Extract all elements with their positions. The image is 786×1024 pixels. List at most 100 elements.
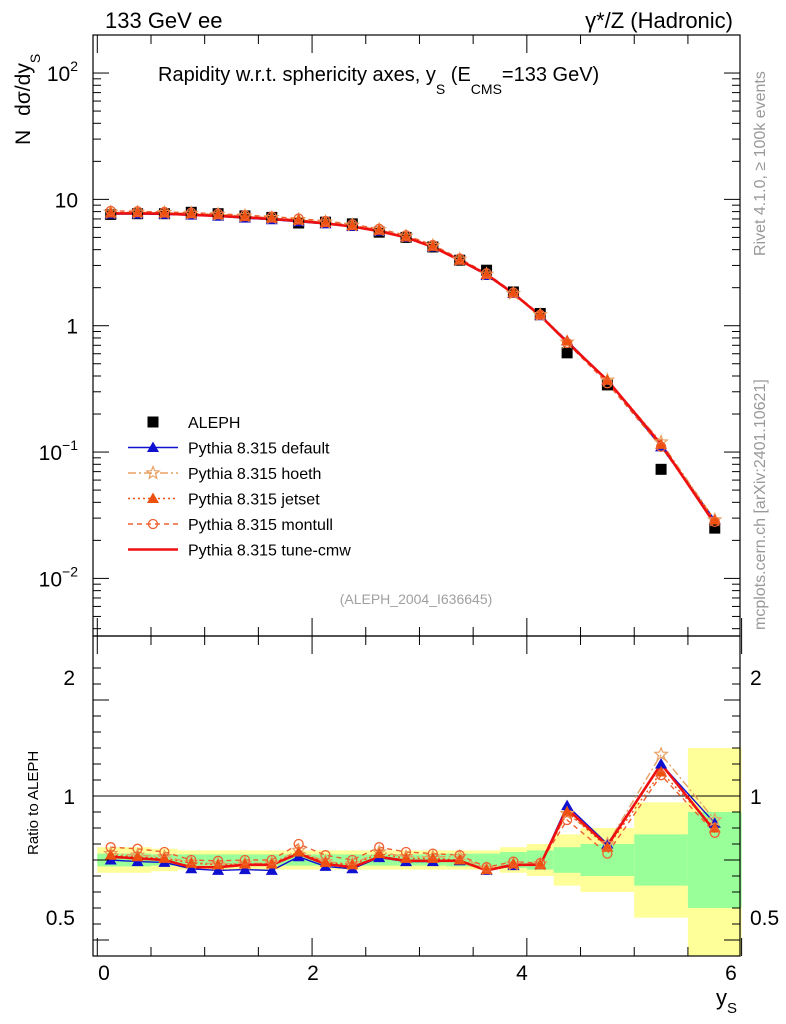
x-tick-6: 6 [725, 962, 737, 985]
ratio-marker-montull [159, 846, 170, 858]
main-marker-montull [709, 516, 720, 528]
x-label-y: y [716, 985, 727, 1010]
main-marker-montull [454, 253, 465, 264]
main-plot-title: Rapidity w.r.t. sphericity axes, yS (ECM… [158, 64, 599, 97]
y-label-body: dσ/dy [12, 63, 35, 116]
main-y-axis-label: Ndσ/dyS [12, 54, 43, 145]
ratio-marker-jetset [158, 852, 171, 863]
ratio-marker-default [655, 758, 668, 769]
main-marker-montull [347, 219, 358, 230]
legend-label-default: Pythia 8.315 default [188, 441, 330, 458]
ratio-marker-montull [481, 862, 492, 873]
ratio-series-markers [102, 746, 723, 876]
legend-marker-montull [147, 518, 159, 530]
ratio-marker-default [238, 863, 251, 875]
ratio-marker-montull [320, 850, 331, 861]
main-axis-ticks [93, 34, 743, 636]
main-marker-montull [400, 230, 412, 241]
title-sub-s: S [436, 81, 445, 97]
main-marker-jetset [561, 334, 574, 346]
main-y-tick-label: 10 [55, 189, 78, 212]
analysis-watermark: (ALEPH_2004_I636645) [340, 591, 493, 607]
ratio-marker-jetset [480, 863, 493, 875]
ratio-marker-montull [105, 842, 116, 853]
ratio-marker-jetset [265, 858, 278, 869]
ratio-marker-default [212, 864, 225, 875]
ratio-marker-montull [239, 854, 251, 866]
main-marker-montull [535, 309, 546, 320]
main-marker-montull [561, 337, 573, 349]
main-y-tick-label: 10−2 [39, 563, 79, 591]
ratio-marker-jetset [212, 858, 225, 870]
main-y-tick-label: 10−1 [39, 437, 79, 465]
title-sub-cms: CMS [471, 81, 502, 97]
ratio-marker-montull [535, 858, 546, 869]
ratio-marker-montull [709, 827, 720, 838]
ratio-y-tick-1-left: 1 [63, 786, 75, 809]
ratio-marker-default [185, 862, 198, 874]
ratio-marker-jetset [601, 841, 614, 852]
main-marker-montull [602, 378, 613, 389]
main-y-tick-label: 102 [47, 58, 78, 86]
ratio-marker-montull [212, 855, 224, 866]
main-marker-montull [481, 268, 492, 279]
ratio-axis-ticks [93, 636, 743, 956]
main-marker-montull [212, 208, 224, 219]
ratio-marker-montull [400, 846, 412, 858]
x-tick-0: 0 [98, 962, 110, 985]
aleph-data-point [601, 379, 613, 391]
title-energy: =133 GeV) [502, 64, 599, 86]
ratio-marker-jetset [400, 852, 413, 863]
aleph-data-point [655, 463, 667, 475]
ratio-marker-montull [454, 850, 465, 861]
main-marker-montull [266, 211, 277, 222]
main-marker-montull [293, 213, 304, 224]
main-marker-montull [374, 223, 385, 234]
title-text: Rapidity w.r.t. sphericity axes, y [158, 64, 436, 86]
header-process-label: 133 GeV ee [105, 8, 222, 33]
legend-aleph-marker [147, 416, 159, 428]
ratio-plot-frame [92, 635, 741, 957]
x-label-sub: S [727, 1000, 737, 1017]
main-marker-montull [427, 239, 439, 251]
ratio-marker-montull [602, 848, 613, 859]
ratio-y-tick-0.5-right: 0.5 [750, 907, 779, 930]
main-marker-montull [186, 207, 197, 218]
main-series-markers [102, 204, 723, 534]
ratio-marker-montull [561, 814, 573, 826]
legend-marker-jetset [147, 492, 159, 503]
ratio-y-tick-2-right: 2 [750, 667, 762, 690]
main-marker-jetset [655, 438, 668, 449]
rivet-version-label: Rivet 4.1.0, ≥ 100k events [752, 71, 769, 256]
mcplots-reference-label: mcplots.cern.ch [arXiv:2401.10621] [752, 379, 769, 630]
main-marker-jetset [534, 308, 547, 320]
header-final-state-label: γ*/Z (Hadronic) [585, 8, 733, 33]
main-marker-montull [159, 206, 170, 218]
x-axis-label: yS [716, 985, 737, 1017]
legend-label-cmw: Pythia 8.315 tune-cmw [188, 543, 351, 560]
main-marker-jetset [601, 374, 614, 385]
ratio-marker-default [561, 799, 574, 811]
main-marker-montull [320, 215, 331, 227]
ratio-marker-montull [293, 838, 304, 850]
main-marker-montull [508, 287, 519, 298]
main-marker-montull [655, 441, 667, 452]
ratio-marker-jetset [561, 806, 574, 817]
legend-label-data: ALEPH [188, 415, 240, 432]
legend-label-jetset: Pythia 8.315 jetset [188, 492, 320, 509]
x-tick-4: 4 [516, 962, 528, 985]
ratio-y-axis-label: Ratio to ALEPH [25, 751, 42, 855]
ratio-marker-default [265, 864, 278, 875]
ratio-marker-jetset [238, 858, 251, 869]
inner-uncertainty-band [634, 834, 688, 886]
ratio-y-tick-2-left: 2 [63, 667, 75, 690]
aleph-data-point [561, 347, 573, 359]
main-marker-montull [239, 210, 251, 221]
ratio-marker-montull [508, 856, 519, 867]
legend-label-hoeth: Pythia 8.315 hoeth [188, 466, 321, 483]
main-marker-jetset [708, 513, 721, 525]
ratio-marker-hoeth [653, 746, 669, 762]
x-tick-2: 2 [307, 962, 319, 985]
ratio-marker-montull [266, 854, 277, 866]
